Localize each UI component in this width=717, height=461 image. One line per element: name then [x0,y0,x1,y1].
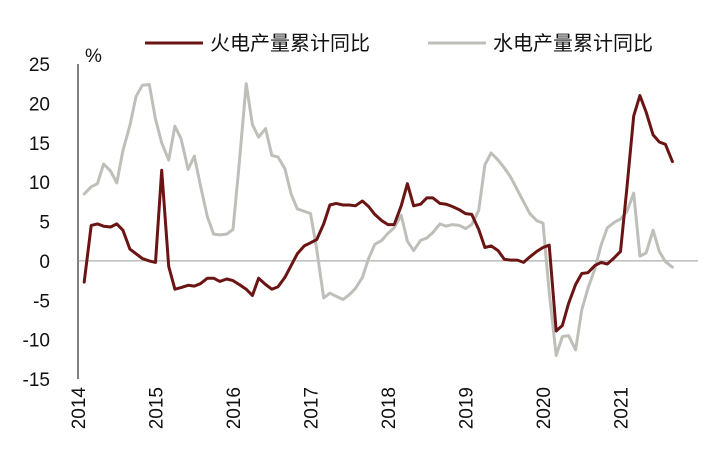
legend-label-thermal: 火电产量累计同比 [210,31,370,55]
y-tick-label: 15 [29,134,50,155]
y-axis: -15 -10 -5 0 5 10 15 20 25 [23,55,698,391]
series-layer [82,82,674,357]
y-tick-label: -5 [33,291,50,312]
x-tick-label: 2020 [534,387,555,429]
y-tick-label: -15 [23,370,50,391]
x-axis: 2014 2015 2016 2017 2018 2019 2020 2021 [69,387,633,430]
y-tick-label: 10 [29,173,50,194]
x-tick-label: 2021 [612,387,633,429]
series-line-hydro [82,82,674,357]
x-tick-label: 2015 [147,387,168,429]
series-line-thermal [82,94,674,333]
y-tick-label: 0 [39,252,50,273]
x-tick-label: 2016 [224,387,245,429]
x-tick-label: 2018 [379,387,400,429]
y-tick-label: -10 [23,331,50,352]
y-tick-label: 20 [29,94,50,115]
x-tick-label: 2019 [457,387,478,429]
x-tick-label: 2014 [69,387,90,430]
y-axis-unit-label: % [85,46,102,67]
legend: 火电产量累计同比 水电产量累计同比 [145,31,653,55]
x-tick-label: 2017 [302,387,323,429]
legend-label-hydro: 水电产量累计同比 [493,31,653,55]
y-tick-label: 5 [39,213,50,234]
y-tick-label: 25 [29,55,50,76]
